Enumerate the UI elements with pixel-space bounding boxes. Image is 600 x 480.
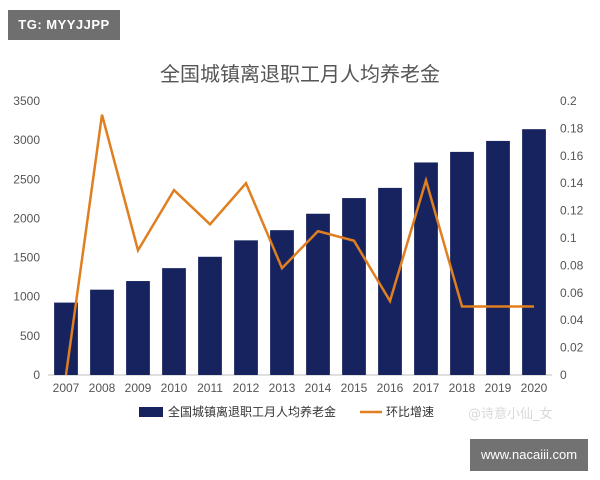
y-tick-label: 3500 [13, 94, 40, 108]
x-tick-label: 2017 [413, 381, 440, 395]
tg-badge: TG: MYYJJPP [8, 10, 120, 40]
y2-tick-label: 0.1 [560, 231, 577, 245]
y-tick-label: 1000 [13, 290, 40, 304]
y-tick-label: 0 [33, 368, 40, 382]
growth-line [64, 114, 534, 376]
y2-tick-label: 0.16 [560, 149, 584, 163]
x-tick-label: 2019 [485, 381, 512, 395]
bar [270, 230, 294, 375]
x-tick-label: 2013 [269, 381, 296, 395]
bar [54, 302, 78, 375]
legend-bar-label: 全国城镇离退职工月人均养老金 [168, 404, 336, 419]
y2-tick-label: 0.14 [560, 176, 584, 190]
x-tick-label: 2007 [53, 381, 80, 395]
x-tick-label: 2012 [233, 381, 260, 395]
bar [342, 198, 366, 375]
y2-tick-label: 0.12 [560, 204, 584, 218]
y-tick-label: 1500 [13, 251, 40, 265]
bar [378, 187, 402, 375]
x-tick-label: 2015 [341, 381, 368, 395]
x-tick-label: 2018 [449, 381, 476, 395]
bar [450, 151, 474, 375]
y2-tick-label: 0.2 [560, 94, 577, 108]
bar [522, 129, 546, 375]
chart-title: 全国城镇离退职工月人均养老金 [160, 62, 440, 86]
x-tick-label: 2010 [161, 381, 188, 395]
bar [198, 256, 222, 375]
y-tick-label: 3000 [13, 133, 40, 147]
watermark-text: @诗意小仙_女 [468, 407, 553, 422]
x-tick-label: 2008 [89, 381, 116, 395]
y-tick-label: 2500 [13, 172, 40, 186]
y-tick-label: 2000 [13, 211, 40, 225]
bar [306, 213, 330, 375]
y2-tick-label: 0.18 [560, 121, 584, 135]
bar [126, 281, 150, 375]
y2-tick-label: 0.04 [560, 313, 584, 327]
pension-chart: 0 500 1000 1500 2000 2500 3000 3500 0 0.02 0.04 0.0… [13, 94, 584, 419]
chart-card: TG: MYYJJPP 全国城镇离退职工月人均养老金 0 500 1000 1500 2… [8, 10, 584, 422]
bar [162, 268, 186, 375]
x-tick-label: 2020 [521, 381, 548, 395]
x-tick-label: 2009 [125, 381, 152, 395]
bar [90, 289, 114, 375]
legend-bar-swatch [139, 407, 163, 417]
bar [486, 140, 510, 375]
y2-tick-label: 0.08 [560, 258, 584, 272]
x-tick-label: 2014 [305, 381, 332, 395]
y2-tick-label: 0.02 [560, 341, 584, 355]
y-tick-label: 500 [20, 329, 40, 343]
site-badge[interactable]: www.nacaiii.com [470, 439, 588, 471]
x-tick-label: 2011 [197, 381, 223, 395]
y2-tick-label: 0 [560, 368, 567, 382]
x-tick-label: 2016 [377, 381, 404, 395]
bar [234, 240, 258, 375]
y2-tick-label: 0.06 [560, 286, 584, 300]
legend-line-label: 环比增速 [386, 405, 434, 419]
bar [414, 162, 438, 375]
